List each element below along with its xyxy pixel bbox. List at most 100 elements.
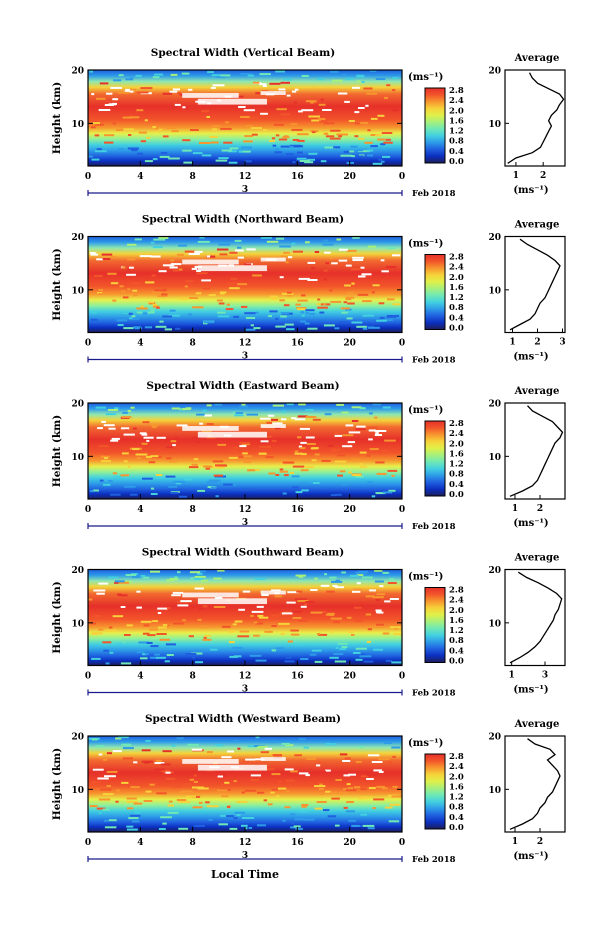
colorbar-tick-label: 2.8 — [449, 752, 464, 762]
date-label: Feb 2018 — [412, 356, 456, 366]
average-y-tick-label: 20 — [488, 67, 501, 77]
average-title: Average — [514, 386, 560, 397]
average-y-tick-label: 10 — [488, 286, 501, 296]
x-tick-label: 20 — [343, 672, 356, 682]
x-tick-label: 8 — [190, 672, 196, 682]
colorbar-tick-label: 0.8 — [449, 470, 464, 480]
average-title: Average — [514, 553, 560, 564]
colorbar-tick-label: 2.8 — [449, 253, 464, 263]
x-tick-label: 0 — [399, 672, 405, 682]
x-tick-label: 16 — [291, 172, 304, 182]
average-y-tick-label: 10 — [488, 786, 501, 796]
average-title: Average — [514, 719, 560, 730]
x-tick-label: 0 — [85, 339, 91, 349]
colorbar-tick-label: 2.8 — [449, 86, 464, 96]
average-frame — [504, 69, 566, 167]
colorbar-tick-label: 2.8 — [449, 419, 464, 429]
x-tick-label: 20 — [343, 838, 356, 848]
average-x-tick-label: 1 — [513, 171, 519, 181]
heatmap-cells — [88, 736, 402, 831]
x-tick-label: 16 — [291, 672, 304, 682]
colorbar-tick-label: 1.6 — [449, 616, 464, 626]
y-axis-label: Height (km) — [51, 581, 63, 653]
colorbar-tick-label: 1.6 — [449, 782, 464, 792]
average-frame — [504, 568, 566, 667]
average-x-label: (ms⁻¹) — [513, 185, 548, 196]
heatmap-cells — [88, 70, 399, 165]
colorbar-tick-label: 2.0 — [449, 606, 464, 616]
panel-title: Spectral Width (Northward Beam) — [142, 214, 344, 226]
average-x-tick-label: 3 — [542, 671, 548, 681]
colorbar-units: (ms⁻¹) — [408, 239, 443, 250]
average-profile-line — [509, 738, 561, 830]
average-profile-line — [507, 72, 565, 164]
x-tick-label: 16 — [291, 838, 304, 848]
panel-3: Spectral Width (Eastward Beam)1020Height… — [51, 380, 566, 532]
colorbar — [424, 87, 446, 164]
colorbar-tick-label: 0.0 — [449, 157, 464, 167]
average-title: Average — [514, 53, 560, 64]
colorbar-tick-label: 0.8 — [449, 636, 464, 646]
panel-1: Spectral Width (Vertical Beam)1020Height… — [51, 47, 566, 199]
y-tick-label: 10 — [71, 286, 84, 296]
x-tick-label: 4 — [137, 172, 143, 182]
x-tick-label: 4 — [137, 672, 143, 682]
x-tick-label: 0 — [85, 838, 91, 848]
y-tick-label: 10 — [71, 619, 84, 629]
day-label: 3 — [242, 185, 248, 195]
x-tick-label: 12 — [239, 672, 252, 682]
x-tick-label: 12 — [239, 339, 252, 349]
colorbar-tick-label: 2.4 — [449, 762, 464, 772]
y-tick-label: 10 — [71, 120, 84, 130]
heatmap-cells — [89, 236, 401, 331]
colorbar — [424, 587, 446, 663]
y-axis-label: Height (km) — [51, 82, 63, 154]
average-x-tick-label: 2 — [534, 338, 540, 348]
colorbar-tick-label: 2.4 — [449, 263, 464, 273]
average-y-tick-label: 20 — [488, 400, 501, 410]
x-tick-label: 20 — [343, 505, 356, 515]
date-label: Feb 2018 — [412, 689, 456, 699]
panel-title: Spectral Width (Vertical Beam) — [151, 47, 335, 59]
colorbar-tick-label: 0.4 — [449, 813, 464, 823]
average-y-tick-label: 10 — [488, 120, 501, 130]
colorbar — [424, 420, 446, 497]
average-y-tick-label: 20 — [488, 733, 501, 743]
average-y-tick-label: 20 — [488, 233, 501, 243]
x-tick-label: 0 — [85, 505, 91, 515]
x-tick-label: 4 — [137, 339, 143, 349]
average-profile-line — [509, 571, 563, 664]
x-tick-label: 16 — [291, 505, 304, 515]
x-tick-label: 0 — [399, 838, 405, 848]
x-tick-label: 12 — [239, 838, 252, 848]
average-x-tick-label: 1 — [509, 671, 515, 681]
day-label: 3 — [242, 851, 248, 861]
x-tick-label: 4 — [137, 505, 143, 515]
colorbar-tick-label: 1.6 — [449, 283, 464, 293]
colorbar — [424, 254, 446, 330]
x-tick-label: 20 — [343, 339, 356, 349]
colorbar-tick-label: 1.6 — [449, 449, 464, 459]
y-axis-label: Height (km) — [51, 248, 63, 320]
x-tick-label: 0 — [85, 172, 91, 182]
y-tick-label: 10 — [71, 453, 84, 463]
average-x-tick-label: 1 — [512, 837, 518, 847]
colorbar-tick-label: 0.4 — [449, 646, 464, 656]
x-tick-label: 8 — [190, 505, 196, 515]
colorbar-tick-label: 2.0 — [449, 106, 464, 116]
colorbar-tick-label: 0.4 — [449, 313, 464, 323]
x-axis-label: Local Time — [211, 868, 279, 881]
x-tick-label: 8 — [190, 838, 196, 848]
heatmap-field — [88, 569, 402, 666]
colorbar-tick-label: 0.4 — [449, 147, 464, 157]
date-label: Feb 2018 — [412, 189, 456, 199]
colorbar-tick-label: 0.4 — [449, 480, 464, 490]
y-tick-label: 20 — [71, 733, 84, 743]
colorbar-tick-label: 0.0 — [449, 657, 464, 667]
x-tick-label: 0 — [85, 672, 91, 682]
colorbar — [424, 753, 446, 830]
x-tick-label: 12 — [239, 172, 252, 182]
colorbar-tick-label: 1.2 — [449, 293, 464, 303]
colorbar-tick-label: 1.6 — [449, 116, 464, 126]
